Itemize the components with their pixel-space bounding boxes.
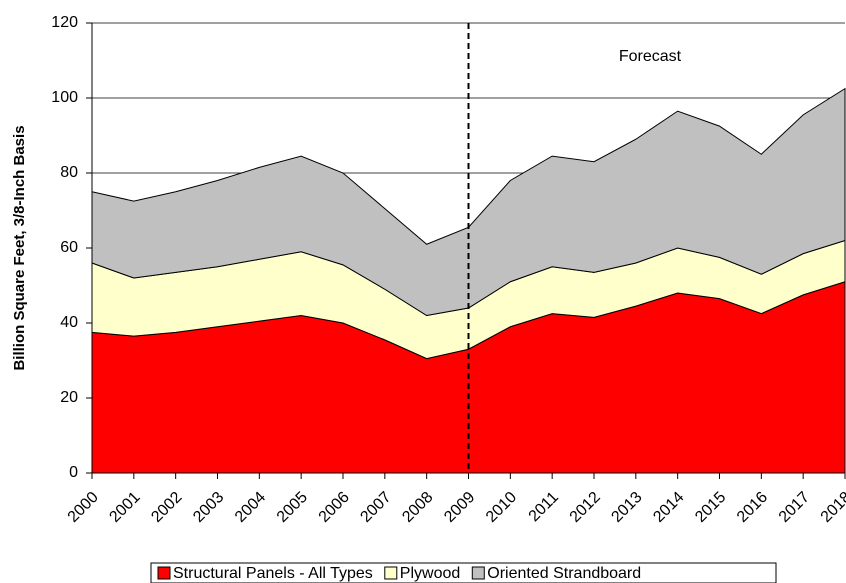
legend-label: Plywood (400, 565, 460, 582)
legend-label: Structural Panels - All Types (173, 565, 373, 582)
x-tick-label: 2005 (274, 489, 311, 526)
x-tick-label: 2018 (818, 489, 846, 526)
x-tick-label: 2001 (106, 489, 143, 526)
area (91, 87, 846, 317)
legend-box (150, 562, 777, 583)
x-tick-label: 2002 (148, 489, 185, 526)
x-tick-label: 2006 (316, 489, 353, 526)
x-tick-label: 2009 (441, 489, 478, 526)
y-axis-label: Billion Square Feet, 3/8-Inch Basis (11, 125, 28, 370)
x-tick-label: 2016 (734, 489, 771, 526)
x-tick-label: 2015 (692, 489, 729, 526)
x-tick-label: 2007 (357, 489, 394, 526)
annotation: Forecast (619, 48, 682, 65)
legend-swatch (471, 566, 485, 580)
x-tick-label: 2008 (399, 489, 436, 526)
legend-swatch (157, 566, 171, 580)
x-tick-label: 2011 (526, 489, 562, 525)
y-tick-label: 100 (51, 89, 78, 106)
y-tick-label: 20 (60, 389, 78, 406)
x-tick-label: 2000 (65, 489, 102, 526)
y-tick-label: 120 (51, 14, 78, 31)
legend-label: Oriented Strandboard (487, 565, 641, 582)
x-tick-label: 2013 (608, 489, 645, 526)
x-tick-label: 2014 (650, 489, 687, 526)
y-tick-label: 80 (60, 164, 78, 181)
x-tick-label: 2003 (190, 489, 227, 526)
x-tick-label: 2012 (567, 489, 604, 526)
legend-swatch (384, 566, 398, 580)
y-tick-label: 40 (60, 314, 78, 331)
x-tick-label: 2004 (232, 489, 269, 526)
y-tick-label: 0 (69, 464, 78, 481)
y-tick-label: 60 (60, 239, 78, 256)
x-tick-label: 2017 (776, 489, 813, 526)
x-tick-label: 2010 (483, 489, 520, 526)
